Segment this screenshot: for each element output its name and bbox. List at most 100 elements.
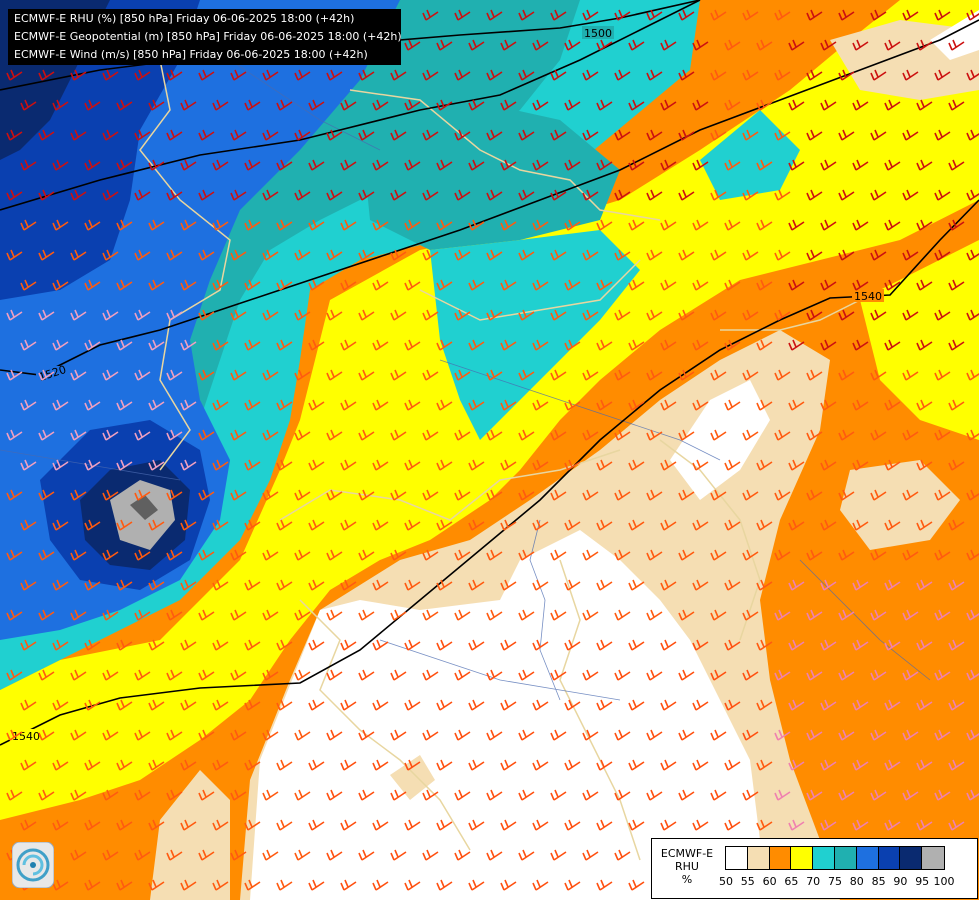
wind-barb xyxy=(454,549,471,561)
wind-barb xyxy=(788,579,805,591)
wind-barb xyxy=(212,459,229,471)
rhu-white-topright xyxy=(930,10,979,60)
legend-tick-label: 90 xyxy=(893,875,908,888)
wind-barb xyxy=(710,489,727,501)
wind-barb xyxy=(454,429,471,441)
wind-barb xyxy=(550,189,567,201)
wind-barb xyxy=(102,129,119,141)
wind-barb xyxy=(806,9,823,21)
wind-barb xyxy=(180,459,197,471)
wind-barb xyxy=(404,279,421,291)
wind-barb xyxy=(710,69,727,81)
wind-barb xyxy=(948,699,965,711)
wind-barb xyxy=(692,639,709,651)
wind-barb xyxy=(308,639,325,651)
wind-barb xyxy=(308,879,325,891)
wind-barb xyxy=(724,399,741,411)
wind-barb xyxy=(628,759,645,771)
wind-barb xyxy=(454,609,471,621)
wind-barb xyxy=(852,819,869,831)
wind-barb xyxy=(774,789,791,801)
wind-barb xyxy=(820,159,837,171)
wind-barb xyxy=(116,819,133,831)
wind-barb xyxy=(710,669,727,681)
rhu-white-patch xyxy=(670,380,770,500)
wind-barb xyxy=(180,699,197,711)
legend-swatch xyxy=(900,847,923,869)
wind-barb xyxy=(340,339,357,351)
wind-barb xyxy=(838,189,855,201)
wind-barb xyxy=(518,129,535,141)
wind-barb xyxy=(198,369,215,381)
wind-barb xyxy=(20,699,37,711)
wind-barb xyxy=(326,309,343,321)
wind-barb xyxy=(20,759,37,771)
wind-barb xyxy=(166,789,183,801)
wind-barb xyxy=(596,879,613,891)
wind-barb xyxy=(628,279,645,291)
wind-barb xyxy=(774,69,791,81)
wind-barb xyxy=(326,669,343,681)
wind-barb xyxy=(582,789,599,801)
wind-barb xyxy=(390,609,407,621)
wind-barb xyxy=(902,549,919,561)
wind-barb xyxy=(38,489,55,501)
wind-barb xyxy=(38,669,55,681)
wind-barb xyxy=(180,639,197,651)
legend-tick-label: 100 xyxy=(933,875,955,888)
wind-barb xyxy=(262,789,279,801)
wind-barb xyxy=(358,669,375,681)
wind-barb xyxy=(148,879,165,891)
wind-barb xyxy=(422,849,439,861)
wind-barb xyxy=(486,9,503,21)
wind-barb xyxy=(678,369,695,381)
wind-barb xyxy=(372,279,389,291)
wind-barb xyxy=(294,669,311,681)
wind-barb xyxy=(212,219,229,231)
wind-barb xyxy=(646,249,663,261)
wind-barb xyxy=(404,339,421,351)
wind-barb xyxy=(340,699,357,711)
wind-barb xyxy=(372,759,389,771)
wind-barb xyxy=(390,669,407,681)
wind-barb xyxy=(820,759,837,771)
wind-barb xyxy=(70,189,87,201)
wind-barb xyxy=(742,669,759,681)
wind-barb xyxy=(774,9,791,21)
wind-barb xyxy=(20,639,37,651)
wind-barb xyxy=(52,819,69,831)
wind-barb xyxy=(308,279,325,291)
wind-barb xyxy=(70,609,87,621)
wind-barb xyxy=(468,519,485,531)
wind-barb xyxy=(582,369,599,381)
wind-barb xyxy=(806,69,823,81)
wind-barb xyxy=(774,489,791,501)
wind-barb xyxy=(550,549,567,561)
wind-barb xyxy=(38,369,55,381)
wind-barb xyxy=(262,69,279,81)
wind-barb xyxy=(966,69,979,81)
wind-barb xyxy=(198,429,215,441)
wind-barb xyxy=(244,159,261,171)
wind-barb xyxy=(710,189,727,201)
wind-barb xyxy=(340,99,357,111)
wind-barb xyxy=(742,729,759,741)
wind-barb xyxy=(180,759,197,771)
wind-barb xyxy=(660,819,677,831)
wind-barb xyxy=(486,549,503,561)
wind-barb xyxy=(948,339,965,351)
wind-barb xyxy=(902,369,919,381)
wind-barb xyxy=(20,159,37,171)
wind-barb xyxy=(756,279,773,291)
wind-barb xyxy=(820,699,837,711)
wind-barb xyxy=(486,609,503,621)
wind-barb xyxy=(436,159,453,171)
wind-barb xyxy=(326,789,343,801)
wind-barb xyxy=(244,819,261,831)
wind-barb xyxy=(678,549,695,561)
wind-barb xyxy=(596,39,613,51)
wind-barb xyxy=(6,489,23,501)
wind-barb xyxy=(564,399,581,411)
wind-barb xyxy=(724,99,741,111)
wind-barb xyxy=(276,879,293,891)
